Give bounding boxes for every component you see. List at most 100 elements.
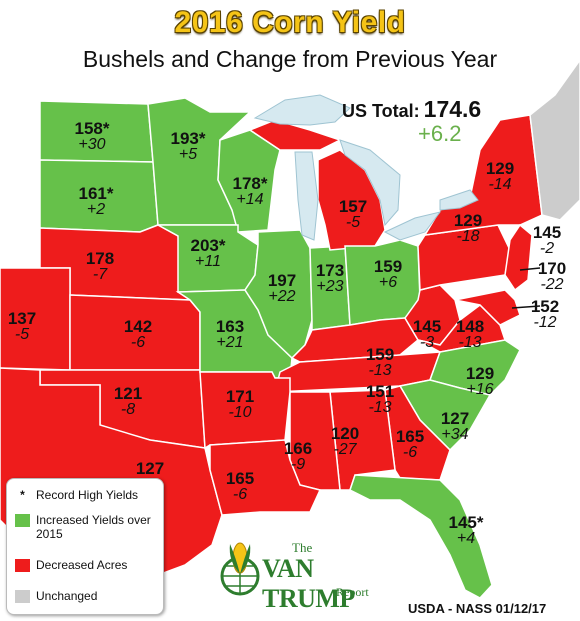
state-yield: 159: [373, 257, 403, 276]
state-yield: 165: [225, 469, 255, 488]
state-change: -5: [14, 326, 30, 343]
state-arkansas: [199, 371, 291, 450]
logo-the: The: [292, 540, 313, 555]
state-label-illinois: 197 +22: [257, 272, 307, 305]
state-label-louisiana: 165 -6: [215, 470, 265, 503]
state-label-south-carolina: 127 +34: [430, 410, 480, 443]
state-yield: 121: [113, 384, 143, 403]
state-label-north-dakota: 158* +30: [67, 120, 117, 153]
state-new-jersey: [504, 223, 533, 292]
state-change: +34: [441, 426, 469, 443]
state-label-colorado: 137 -5: [0, 310, 47, 343]
state-label-oklahoma: 121 -8: [103, 385, 153, 418]
state-change: -12: [533, 314, 557, 331]
state-change: +5: [178, 146, 198, 163]
state-label-kansas: 142 -6: [113, 318, 163, 351]
leader-line-maryland: [511, 305, 541, 309]
lake-erie: [383, 211, 442, 241]
state-change: -22: [540, 276, 564, 293]
state-label-georgia: 165 -6: [385, 428, 435, 461]
state-change: -5: [345, 214, 361, 231]
state-yield: 178*: [232, 174, 268, 193]
state-label-north-carolina: 129 +16: [455, 365, 505, 398]
state-yield: 163: [215, 317, 245, 336]
state-label-alabama: 120 -27: [320, 425, 370, 458]
state-label-kentucky: 159 -13: [355, 346, 405, 379]
state-label-new-jersey: 145 -2: [522, 224, 572, 257]
state-label-south-dakota: 161* +2: [71, 185, 121, 218]
state-yield: 173: [315, 261, 345, 280]
state-label-florida: 145* +4: [441, 514, 491, 547]
corn-globe-icon: [220, 542, 260, 596]
state-yield: 165: [395, 427, 425, 446]
state-change: -13: [368, 362, 392, 379]
legend: * Record High Yields Increased Yields ov…: [6, 478, 164, 615]
lake-michigan: [294, 151, 319, 241]
state-yield: 161*: [78, 184, 114, 203]
us-total-change: +6.2: [418, 121, 462, 146]
legend-increased: Increased Yields over 2015: [15, 513, 154, 541]
state-yield: 137: [7, 309, 37, 328]
lake-ontario: [439, 189, 479, 211]
leader-line-delaware: [519, 267, 541, 271]
state-label-delaware: 170 -22: [527, 260, 577, 293]
state-label-pennsylvania: 129 -18: [443, 212, 493, 245]
us-total: US Total: 174.6: [342, 96, 481, 123]
state-yield: 145*: [448, 513, 484, 532]
state-yield: 158*: [74, 119, 110, 138]
state-yield: 127: [135, 459, 165, 478]
state-yield: 197: [267, 271, 297, 290]
state-change: -3: [419, 334, 435, 351]
state-yield: 152: [530, 297, 560, 316]
state-change: +30: [78, 136, 106, 153]
legend-record-label: Record High Yields: [36, 488, 139, 502]
state-yield: 127: [440, 409, 470, 428]
logo-name: VAN TRUMP: [262, 554, 355, 613]
state-label-missouri: 163 +21: [205, 318, 255, 351]
state-label-maryland: 152 -12: [520, 298, 570, 331]
state-change: +6: [378, 274, 398, 291]
state-label-iowa: 203* +11: [183, 237, 233, 270]
state-change: +22: [268, 288, 296, 305]
state-label-arkansas: 171 -10: [215, 388, 265, 421]
us-total-value: 174.6: [423, 96, 482, 122]
state-change: -27: [333, 441, 357, 458]
page-title: 2016 Corn Yield: [174, 6, 406, 39]
state-change: -13: [458, 334, 482, 351]
state-change: -10: [228, 404, 252, 421]
state-new-england: [529, 58, 580, 221]
state-change: +11: [195, 253, 221, 270]
state-change: -6: [130, 334, 146, 351]
state-label-nebraska: 178 -7: [75, 250, 125, 283]
state-yield: 159: [365, 345, 395, 364]
state-maryland: [454, 289, 521, 326]
state-yield: 178: [85, 249, 115, 268]
state-georgia: [384, 385, 451, 481]
state-label-wisconsin: 178* +14: [225, 175, 275, 208]
state-yield: 129: [485, 159, 515, 178]
state-change: +21: [216, 334, 244, 351]
state-label-minnesota: 193* +5: [163, 130, 213, 163]
legend-decreased: Decreased Acres: [15, 558, 127, 572]
state-change: -18: [456, 228, 480, 245]
state-change: -2: [539, 240, 555, 257]
legend-record: * Record High Yields: [15, 488, 138, 502]
legend-unchanged-label: Unchanged: [36, 589, 98, 603]
state-label-michigan: 157 -5: [328, 198, 378, 231]
legend-unchanged: Unchanged: [15, 589, 97, 603]
state-change: -6: [402, 444, 418, 461]
state-change: -7: [92, 266, 108, 283]
state-yield: 166: [283, 439, 313, 458]
legend-decreased-label: Decreased Acres: [36, 558, 128, 572]
state-yield: 120: [330, 424, 360, 443]
state-change: -8: [120, 401, 136, 418]
state-yield: 171: [225, 387, 255, 406]
state-yield: 142: [123, 317, 153, 336]
lake-superior: [253, 94, 351, 126]
state-change: +4: [456, 530, 476, 547]
state-yield: 170: [537, 259, 567, 278]
state-yield: 151: [365, 382, 395, 401]
state-florida: [349, 474, 493, 599]
decreased-swatch: [15, 559, 30, 572]
